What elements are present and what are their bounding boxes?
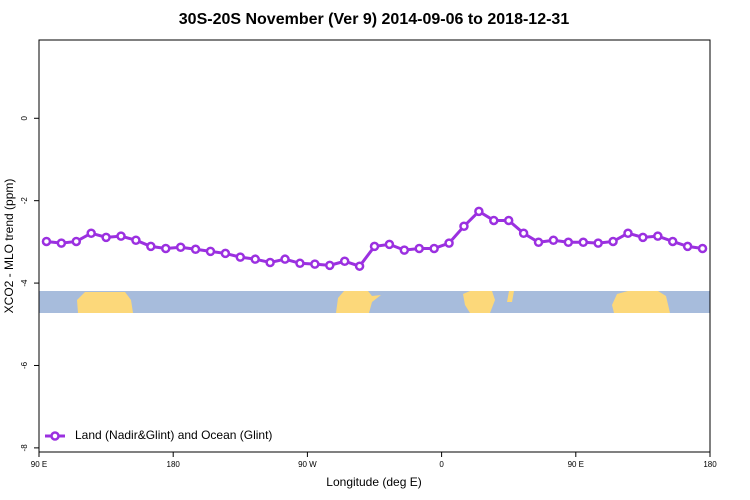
point <box>160 243 171 254</box>
point <box>518 228 529 238</box>
legend-label: Land (Nadir&Glint) and Ocean (Glint) <box>75 428 272 442</box>
point <box>280 254 290 264</box>
point <box>369 241 380 252</box>
chart-title: 30S-20S November (Ver 9) 2014-09-06 to 2… <box>179 11 570 28</box>
point <box>653 231 663 241</box>
point <box>265 257 275 268</box>
point <box>444 238 454 248</box>
point <box>429 243 439 254</box>
point <box>697 243 708 254</box>
x-tick-label: 0 <box>439 460 444 469</box>
point <box>384 239 395 250</box>
point <box>638 232 648 243</box>
y-tick-label: -6 <box>20 361 29 369</box>
point <box>310 259 320 269</box>
x-axis-label: Longitude (deg E) <box>326 475 421 489</box>
point <box>295 258 305 269</box>
point <box>86 228 96 238</box>
y-tick-label: -4 <box>20 279 29 287</box>
point <box>235 252 246 262</box>
x-tick-label: 180 <box>167 460 181 469</box>
point <box>414 243 424 254</box>
point <box>131 235 141 245</box>
point <box>608 236 618 247</box>
y-tick-label: 0 <box>20 116 29 121</box>
point <box>41 236 52 247</box>
point <box>339 256 350 266</box>
point <box>175 242 186 252</box>
point <box>667 236 678 247</box>
point <box>459 221 469 231</box>
point <box>489 215 499 226</box>
land-ocean-strip <box>39 291 710 313</box>
point <box>593 238 603 248</box>
point <box>399 245 410 255</box>
x-tick-label: 90 E <box>31 460 47 469</box>
x-tick-label: 90 W <box>298 460 317 469</box>
y-tick-label: -2 <box>20 197 29 205</box>
point <box>474 206 484 217</box>
legend-marker <box>50 431 60 441</box>
point <box>220 248 231 259</box>
point <box>354 261 365 271</box>
point <box>250 254 260 264</box>
series-line <box>46 209 703 268</box>
y-tick-label: -8 <box>20 444 29 452</box>
y-axis-label: XCO2 - MLO trend (ppm) <box>2 179 16 314</box>
point <box>682 241 693 252</box>
point <box>101 232 111 243</box>
point <box>563 237 574 248</box>
point <box>578 237 589 248</box>
point <box>116 231 126 241</box>
point <box>533 237 544 248</box>
plot-frame <box>38 39 711 453</box>
point <box>190 244 201 255</box>
point <box>71 236 82 247</box>
point <box>56 238 67 248</box>
point <box>548 235 559 245</box>
point <box>503 215 514 226</box>
point <box>205 246 216 257</box>
point <box>325 260 335 271</box>
x-tick-label: 180 <box>703 460 717 469</box>
point <box>146 241 156 252</box>
x-tick-label: 90 E <box>568 460 584 469</box>
point <box>623 228 633 238</box>
